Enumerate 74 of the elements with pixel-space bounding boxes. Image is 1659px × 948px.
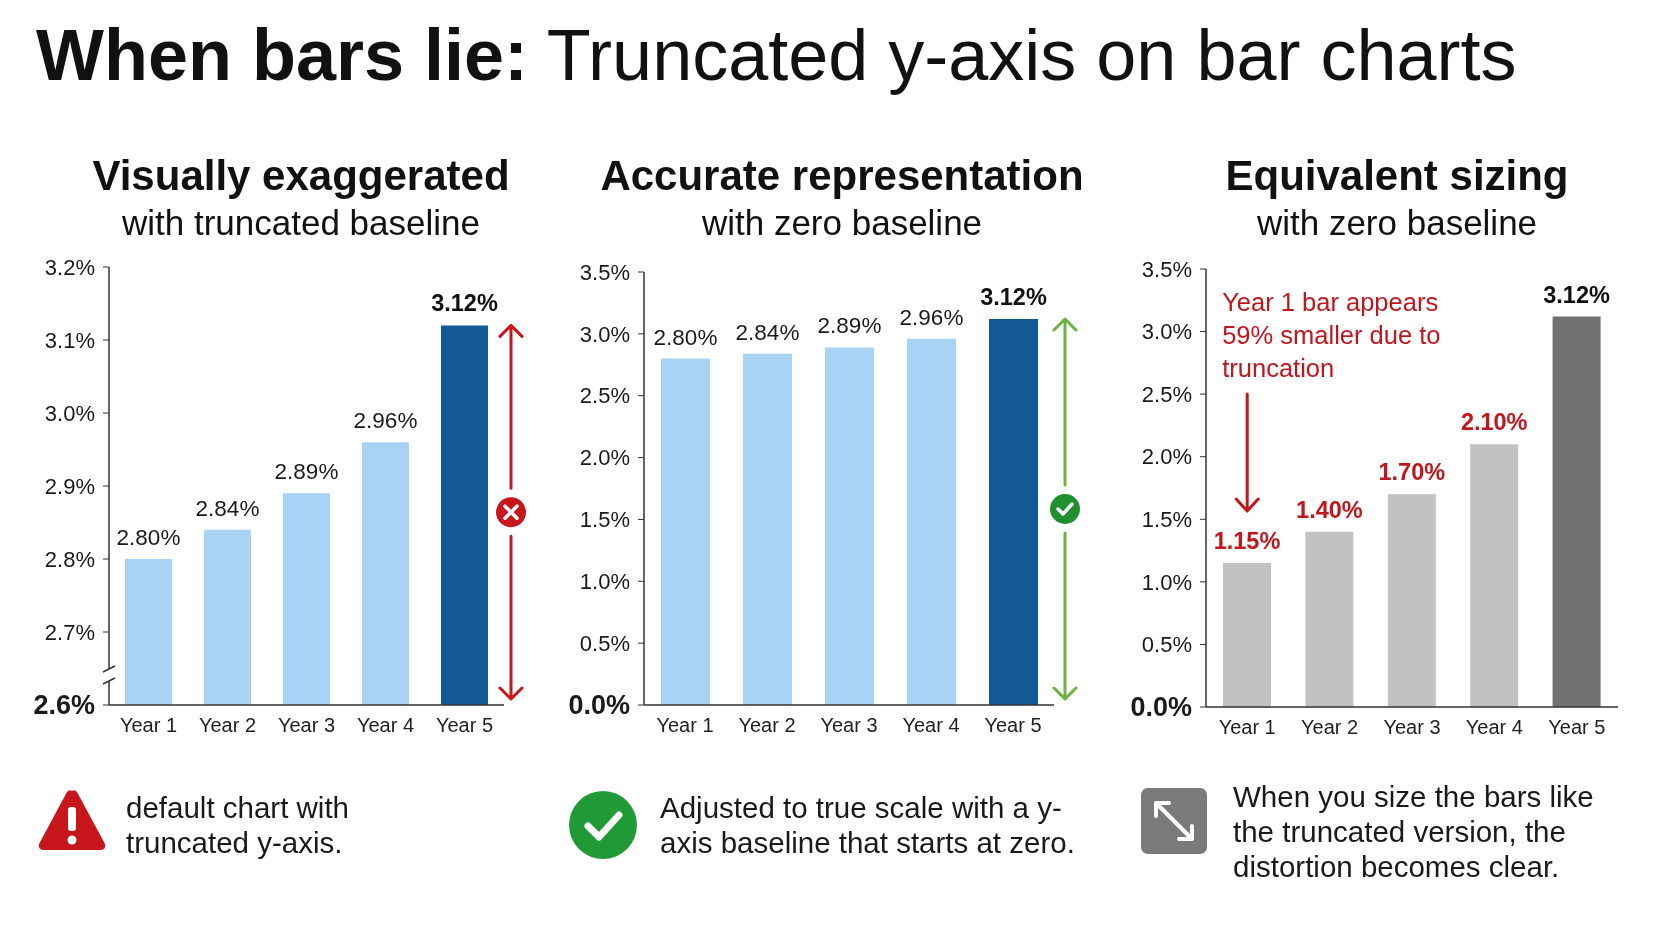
x-tick-label: Year 2 — [198, 714, 257, 736]
y-tick-label: 2.7% — [44, 619, 95, 645]
data-label: 3.12% — [431, 290, 498, 317]
text: default chart with truncated y-axis. — [126, 790, 350, 860]
y-tick-label: 2.0% — [1141, 444, 1192, 470]
y-tick-label: 3.0% — [1141, 319, 1192, 345]
x-tick-label: Year 3 — [1383, 716, 1441, 738]
x-tick-label: Year 3 — [277, 714, 336, 736]
data-label: 1.40% — [1296, 496, 1363, 523]
bar — [1223, 563, 1271, 707]
data-label: 1.70% — [1378, 459, 1446, 486]
text: Adjusted to true scale with a y-axis baseline that starts at zero. — [660, 790, 1076, 860]
y-tick-label: 2.5% — [1141, 381, 1192, 407]
x-tick-label: Year 4 — [902, 714, 960, 736]
x-tick-label: Year 1 — [1218, 716, 1276, 738]
bar — [1552, 316, 1601, 707]
x-tick-label: Year 3 — [820, 714, 878, 736]
data-label: 2.84% — [195, 495, 260, 521]
chart-subtitle: with truncated baseline — [121, 203, 481, 242]
chart-subtitle: with zero baseline — [700, 203, 984, 242]
bar — [907, 338, 956, 705]
data-label: 3.12% — [1543, 281, 1611, 308]
bar — [825, 347, 874, 705]
data-label: 2.10% — [1460, 409, 1528, 436]
y-tick-label: 3.5% — [1141, 256, 1192, 282]
data-label: 2.84% — [735, 319, 800, 345]
y-tick-label: 3.5% — [579, 259, 630, 285]
x-tick-label: Year 5 — [435, 714, 494, 736]
bar — [1387, 494, 1436, 707]
data-label: 2.80% — [116, 525, 181, 550]
y-tick-label: 0.0% — [1130, 692, 1192, 723]
y-tick-label: 3.1% — [44, 327, 95, 353]
y-tick-label: 2.9% — [44, 473, 95, 499]
y-tick-label: 2.6% — [33, 690, 95, 721]
bar — [1305, 531, 1354, 707]
bar — [1470, 444, 1519, 707]
y-tick-label: 1.5% — [579, 507, 630, 533]
annotation: Year 1 bar appears 59% smaller due to truncation — [1222, 287, 1442, 384]
data-label: 2.89% — [274, 459, 339, 485]
y-tick-label: 2.0% — [579, 445, 630, 471]
bar — [989, 319, 1038, 705]
y-tick-label: 3.0% — [44, 400, 95, 426]
y-tick-label: 0.5% — [579, 630, 630, 656]
data-label: 2.80% — [653, 324, 718, 350]
data-label: 2.96% — [899, 304, 964, 330]
y-tick-label: 2.8% — [44, 546, 95, 572]
x-tick-label: Year 4 — [1465, 716, 1523, 738]
x-tick-label: Year 5 — [1548, 716, 1606, 738]
x-tick-label: Year 4 — [356, 714, 415, 736]
x-tick-label: Year 2 — [738, 714, 796, 736]
y-tick-label: 2.5% — [579, 383, 630, 409]
chart-title: Accurate representation — [599, 152, 1085, 199]
y-tick-label: 0.5% — [1141, 632, 1192, 658]
text: When you size the bars like the truncated version, the distortion becomes clear. — [1233, 779, 1595, 884]
data-label: 2.89% — [817, 313, 882, 339]
y-tick-label: 3.2% — [44, 254, 95, 280]
chart-title: Visually exaggerated — [91, 152, 511, 199]
text: When bars lie: Truncated y-axis on bar charts — [36, 15, 1517, 95]
bar — [743, 353, 792, 705]
x-tick-label: Year 1 — [656, 714, 714, 736]
y-tick-label: 1.0% — [1141, 569, 1192, 595]
chart-subtitle: with zero baseline — [1255, 203, 1539, 242]
chart-title: Equivalent sizing — [1224, 152, 1570, 199]
bar — [661, 358, 710, 705]
x-tick-label: Year 5 — [984, 714, 1042, 736]
x-tick-label: Year 1 — [119, 714, 178, 736]
data-label: 3.12% — [980, 284, 1047, 311]
data-label: 1.15% — [1213, 528, 1281, 555]
y-tick-label: 1.5% — [1141, 506, 1192, 532]
data-label: 2.96% — [353, 408, 418, 434]
y-tick-label: 0.0% — [568, 690, 630, 721]
x-tick-label: Year 2 — [1301, 716, 1359, 738]
y-tick-label: 3.0% — [579, 321, 630, 347]
y-tick-label: 1.0% — [579, 568, 630, 594]
